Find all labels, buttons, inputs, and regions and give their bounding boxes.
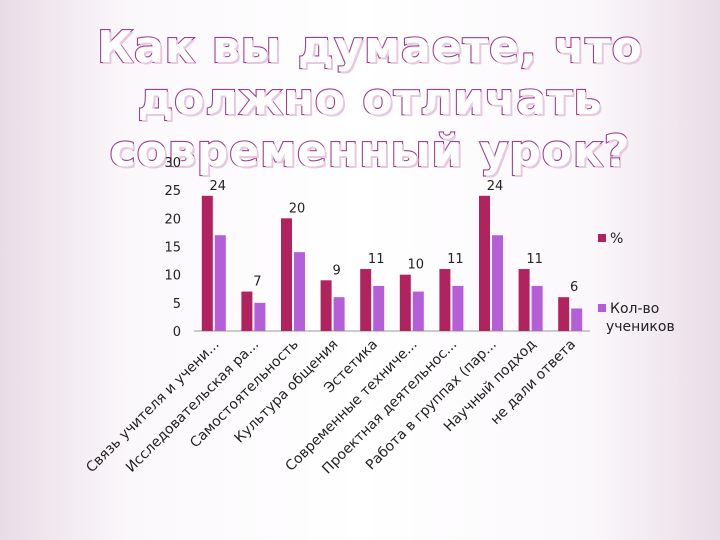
data-label: 20 bbox=[289, 201, 306, 216]
y-tick-label: 5 bbox=[173, 297, 181, 312]
legend-label-students-line2: учеников bbox=[606, 319, 675, 335]
data-label: 10 bbox=[408, 258, 425, 273]
bar-students bbox=[531, 285, 543, 331]
y-tick-label: 20 bbox=[164, 212, 181, 227]
y-tick-label: 15 bbox=[164, 241, 181, 256]
data-label: 6 bbox=[570, 280, 578, 295]
bar-students bbox=[412, 291, 424, 331]
bar-students bbox=[571, 308, 583, 331]
bar-percent bbox=[201, 195, 213, 331]
y-tick-label: 10 bbox=[164, 269, 181, 284]
data-label: 9 bbox=[332, 263, 340, 278]
data-label: 7 bbox=[253, 275, 261, 290]
legend-swatch-students bbox=[598, 304, 606, 312]
data-label: 24 bbox=[210, 179, 227, 194]
bar-students bbox=[254, 302, 266, 331]
y-tick-label: 30 bbox=[164, 156, 181, 171]
bar-students bbox=[492, 235, 503, 331]
bar-percent bbox=[320, 280, 332, 331]
legend-label-students: Кол-во bbox=[610, 301, 659, 317]
bar-students bbox=[214, 235, 226, 331]
data-label: 11 bbox=[447, 252, 464, 267]
bar-percent bbox=[399, 274, 411, 331]
bar-percent bbox=[558, 297, 570, 331]
bar-students bbox=[452, 285, 464, 331]
y-tick-label: 25 bbox=[164, 184, 181, 199]
page-title: Как вы думаете, что должно отличать совр… bbox=[96, 21, 643, 178]
bar-students bbox=[294, 252, 305, 331]
bar-percent bbox=[281, 218, 292, 331]
bar-percent bbox=[479, 195, 490, 331]
legend-swatch-percent bbox=[598, 234, 606, 242]
bar-percent bbox=[439, 269, 451, 331]
bar-students bbox=[373, 285, 385, 331]
bar-percent bbox=[241, 291, 253, 331]
bar-students bbox=[333, 297, 345, 331]
bar-percent bbox=[518, 269, 530, 331]
data-label: 24 bbox=[487, 179, 504, 194]
y-tick-label: 0 bbox=[173, 325, 181, 340]
legend-label-percent: % bbox=[610, 231, 623, 247]
bar-percent bbox=[360, 269, 372, 331]
data-label: 11 bbox=[526, 252, 543, 267]
data-label: 11 bbox=[368, 252, 385, 267]
